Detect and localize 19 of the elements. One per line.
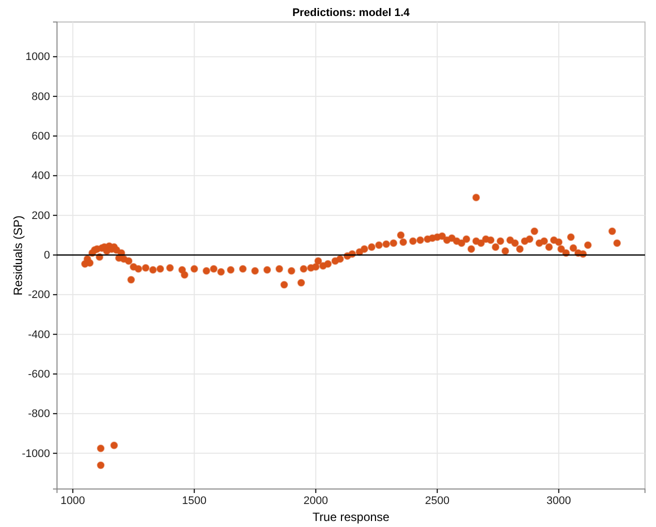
- y-tick-label: -800: [28, 408, 50, 420]
- x-tick-label: 1000: [60, 494, 86, 507]
- x-tick-label: 1500: [182, 494, 207, 507]
- y-axis-title: Residuals (SP): [11, 215, 25, 296]
- y-tick-label: 600: [32, 130, 50, 143]
- y-tick-label: 0: [44, 250, 50, 262]
- y-tick-label: 200: [32, 210, 50, 222]
- y-tick-label: 1000: [26, 51, 50, 64]
- x-tick-label: 2000: [304, 494, 328, 507]
- x-tick-label: 2500: [425, 494, 450, 507]
- y-tick-label: -400: [28, 328, 50, 341]
- x-axis-title: True response: [312, 510, 390, 524]
- y-tick-label: -600: [28, 368, 50, 381]
- chart-title: Predictions: model 1.4: [292, 7, 411, 19]
- x-tick-label: 3000: [546, 494, 571, 507]
- y-tick-label: 400: [32, 170, 50, 182]
- y-tick-label: -1000: [22, 448, 50, 460]
- y-tick-label: 800: [32, 90, 50, 103]
- y-tick-label: -200: [28, 289, 50, 302]
